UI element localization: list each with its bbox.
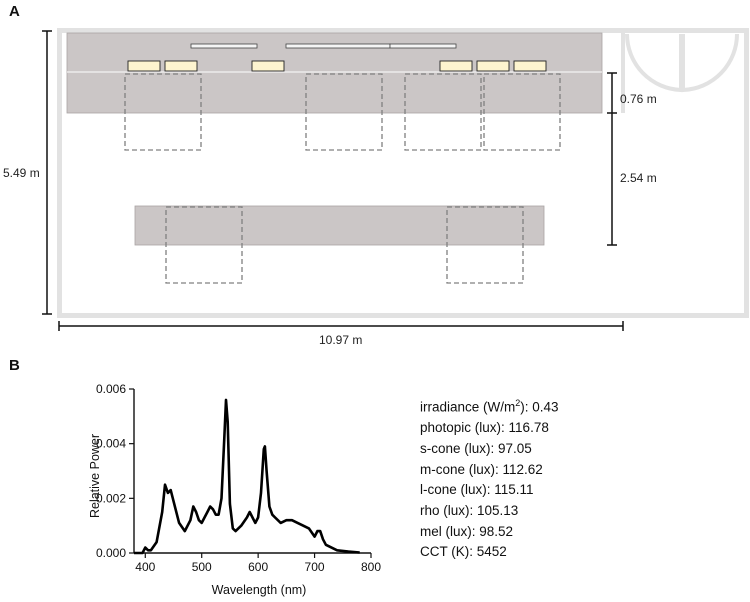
light-metrics-list: irradiance (W/m2): 0.43 photopic (lux): … xyxy=(420,393,559,563)
workstation-zone xyxy=(165,206,243,284)
metric-mel: mel (lux): 98.52 xyxy=(420,523,514,539)
metric-m-cone: m-cone (lux): 112.62 xyxy=(420,461,543,477)
metric-irradiance: irradiance (W/m2): 0.43 xyxy=(420,398,559,415)
aisle-width-label: 2.54 m xyxy=(620,171,657,185)
workstation-zone xyxy=(124,73,202,151)
luminaire xyxy=(476,60,510,72)
spectrum-series-line xyxy=(134,398,360,555)
y-axis-label: Relative Power xyxy=(88,434,102,518)
metric-rho: rho (lux): 105.13 xyxy=(420,503,519,519)
metric-photopic: photopic (lux): 116.78 xyxy=(420,420,549,436)
metric-cct: CCT (K): 5452 xyxy=(420,544,507,560)
bottom-bench xyxy=(134,205,545,246)
door-swing-left xyxy=(625,33,683,93)
chart-axes xyxy=(133,389,371,554)
luminaire xyxy=(513,60,547,72)
chart-ticks: 400 500 600 700 800 0.000 0.002 0.004 0.006 xyxy=(96,382,381,574)
x-tick-label: 800 xyxy=(361,560,381,574)
x-tick-label: 400 xyxy=(135,560,155,574)
x-axis-label: Wavelength (nm) xyxy=(212,583,307,597)
luminaire xyxy=(127,60,161,72)
y-tick-label: 0.000 xyxy=(96,546,126,560)
width-label: 10.97 m xyxy=(319,333,362,347)
workstation-zone xyxy=(305,73,383,151)
metric-l-cone: l-cone (lux): 115.11 xyxy=(420,482,534,498)
y-tick-label: 0.004 xyxy=(96,437,126,451)
panel-a-label: A xyxy=(9,3,20,20)
y-tick-label: 0.006 xyxy=(96,382,126,396)
height-label: 5.49 m xyxy=(3,166,40,180)
door-swing-right xyxy=(681,33,739,93)
luminaire xyxy=(251,60,285,72)
x-tick-label: 600 xyxy=(248,560,268,574)
bench-depth-label: 0.76 m xyxy=(620,92,657,106)
light-tube xyxy=(285,43,391,49)
panel-b-label: B xyxy=(9,357,20,374)
workstation-zone xyxy=(404,73,482,151)
luminaire xyxy=(164,60,198,72)
workstation-zone xyxy=(483,73,561,151)
light-tube xyxy=(190,43,258,49)
luminaire xyxy=(439,60,473,72)
light-tube xyxy=(389,43,457,49)
floor-plan-diagram: 5.49 m 10.97 m 0.76 m 2.54 m xyxy=(3,28,749,347)
workstation-zone xyxy=(446,206,524,284)
room-outline xyxy=(57,28,749,318)
x-tick-label: 700 xyxy=(305,560,325,574)
spectrum-chart: 400 500 600 700 800 0.000 0.002 0.004 0.006 Wave… xyxy=(88,382,381,597)
metric-s-cone: s-cone (lux): 97.05 xyxy=(420,440,532,456)
x-tick-label: 500 xyxy=(192,560,212,574)
y-tick-label: 0.002 xyxy=(96,491,126,505)
